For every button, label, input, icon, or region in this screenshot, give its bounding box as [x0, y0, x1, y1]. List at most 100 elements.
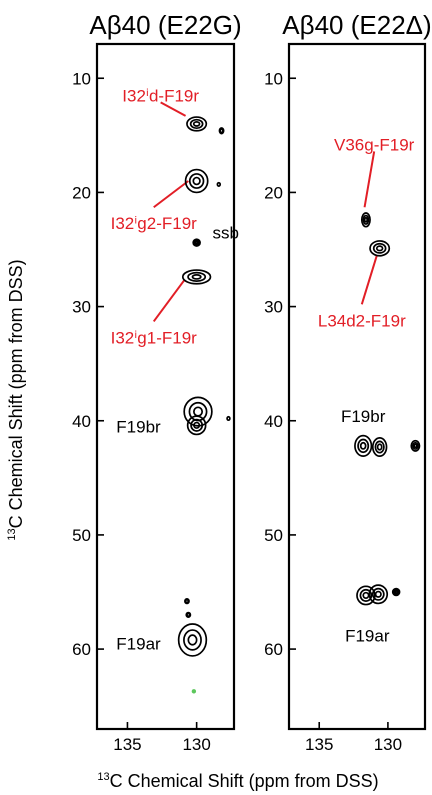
contour-level [183, 396, 213, 427]
contour-level [354, 434, 373, 457]
peak-annotation: F19ar [116, 634, 161, 653]
contour-level [193, 421, 201, 429]
contour-level [393, 589, 400, 595]
plot-frame [95, 42, 236, 731]
x-tick-label: 130 [374, 735, 402, 754]
y-tick-label: 10 [264, 69, 283, 88]
contour-level [192, 176, 201, 186]
contour-level [362, 214, 370, 225]
contour-level [187, 271, 207, 282]
peak-annotation: ssb [212, 223, 238, 242]
peak-contour [181, 269, 212, 285]
peak-contour [368, 584, 389, 605]
peak-contour [371, 437, 388, 457]
y-tick-label: 10 [72, 69, 91, 88]
annotation-leader [160, 101, 187, 117]
panels: Aβ40 (E22G) 10 20 30 40 50 60 135 130 I32ⁱd-F19r I… [72, 10, 432, 754]
contour-level [371, 587, 385, 601]
peak-contour [185, 611, 192, 618]
contour-level [226, 415, 231, 422]
y-tick-label: 40 [264, 412, 283, 431]
contour-level [186, 116, 208, 132]
contour-level [181, 269, 212, 285]
y-tick-label: 50 [264, 526, 283, 545]
contour-level [186, 415, 207, 436]
x-tick-label: 135 [305, 735, 333, 754]
y-axis-title-text: C Chemical Shift (ppm from DSS) [6, 259, 26, 528]
peak-contour [216, 181, 222, 187]
annotation-leader [153, 180, 189, 209]
peak-annotation: F19br [341, 407, 386, 426]
contour-level [394, 590, 399, 594]
contour-level [374, 440, 385, 454]
peak-annotation: L34d2-F19r [318, 311, 406, 330]
peak-annotation: I32ⁱg2-F19r [111, 214, 198, 233]
peak-contour [177, 623, 208, 657]
panel-title: Aβ40 (E22G) [89, 10, 241, 40]
x-axis-title: 13C Chemical Shift (ppm from DSS) [97, 771, 378, 791]
contour-level [216, 181, 222, 187]
contour-level [194, 240, 199, 245]
annotation-leader [363, 151, 376, 208]
contour-level [375, 245, 384, 252]
contour-level [363, 216, 369, 223]
peak-contour [184, 168, 209, 194]
contour-level [190, 418, 204, 432]
x-axis-title-superscript: 13 [97, 771, 109, 783]
y-tick-label: 30 [72, 298, 91, 317]
x-tick-label: 135 [113, 735, 141, 754]
peak-annotation: I32ⁱd-F19r [122, 86, 199, 105]
contour-level [183, 629, 202, 651]
contour-level [376, 443, 383, 451]
contour-level [371, 437, 388, 457]
y-axis-title-superscript: 13 [6, 528, 18, 540]
contour-level [360, 212, 371, 228]
panel-title: Aβ40 (E22Δ) [282, 10, 431, 40]
y-tick-label: 60 [72, 640, 91, 659]
annotation-leader [360, 254, 378, 305]
contour-level [356, 585, 376, 606]
contour-level [357, 438, 370, 454]
panel-1: Aβ40 (E22G) 10 20 30 40 50 60 135 130 I32ⁱd-F19r I… [72, 10, 242, 754]
plot-frame [287, 42, 427, 731]
contour-level [374, 590, 382, 598]
panel-2: Aβ40 (E22Δ) 10 20 30 40 50 60 135 130 V36g-F19r L3… [264, 10, 432, 754]
peak-contour [186, 116, 208, 132]
peak-contour [184, 598, 190, 605]
peak-contour [369, 240, 391, 257]
annotation-leader [152, 279, 185, 323]
contour-level [193, 239, 200, 246]
contour-level [191, 273, 202, 280]
y-tick-label: 30 [264, 298, 283, 317]
peak-contour [410, 439, 421, 452]
contour-level [192, 238, 201, 247]
y-tick-label: 40 [72, 412, 91, 431]
x-tick-label: 130 [182, 735, 210, 754]
peak-contour [360, 212, 371, 228]
contour-level [187, 634, 198, 646]
contour-level [177, 623, 208, 657]
contour-level [410, 439, 421, 452]
peak-contour [192, 238, 201, 247]
peak-contour [218, 127, 225, 135]
extra-peak [191, 689, 197, 694]
contour-level [184, 598, 190, 604]
contour-level [413, 443, 418, 449]
contour-level [189, 118, 204, 130]
y-axis-title-group: 13C Chemical Shift (ppm from DSS) [6, 259, 26, 540]
contour-level [184, 168, 209, 194]
contour-level [186, 612, 191, 618]
peak-annotation: V36g-F19r [334, 135, 415, 154]
peak-contour [391, 587, 401, 597]
y-tick-label: 60 [264, 640, 283, 659]
contour-level [188, 173, 205, 189]
y-tick-label: 20 [72, 183, 91, 202]
y-tick-label: 50 [72, 526, 91, 545]
x-axis-title-text: C Chemical Shift (ppm from DSS) [110, 771, 379, 791]
peak-contour [186, 415, 207, 436]
contour-level [359, 588, 373, 602]
peak-annotation: F19br [116, 417, 161, 436]
contour-level [362, 591, 370, 600]
contour-level [391, 587, 401, 597]
